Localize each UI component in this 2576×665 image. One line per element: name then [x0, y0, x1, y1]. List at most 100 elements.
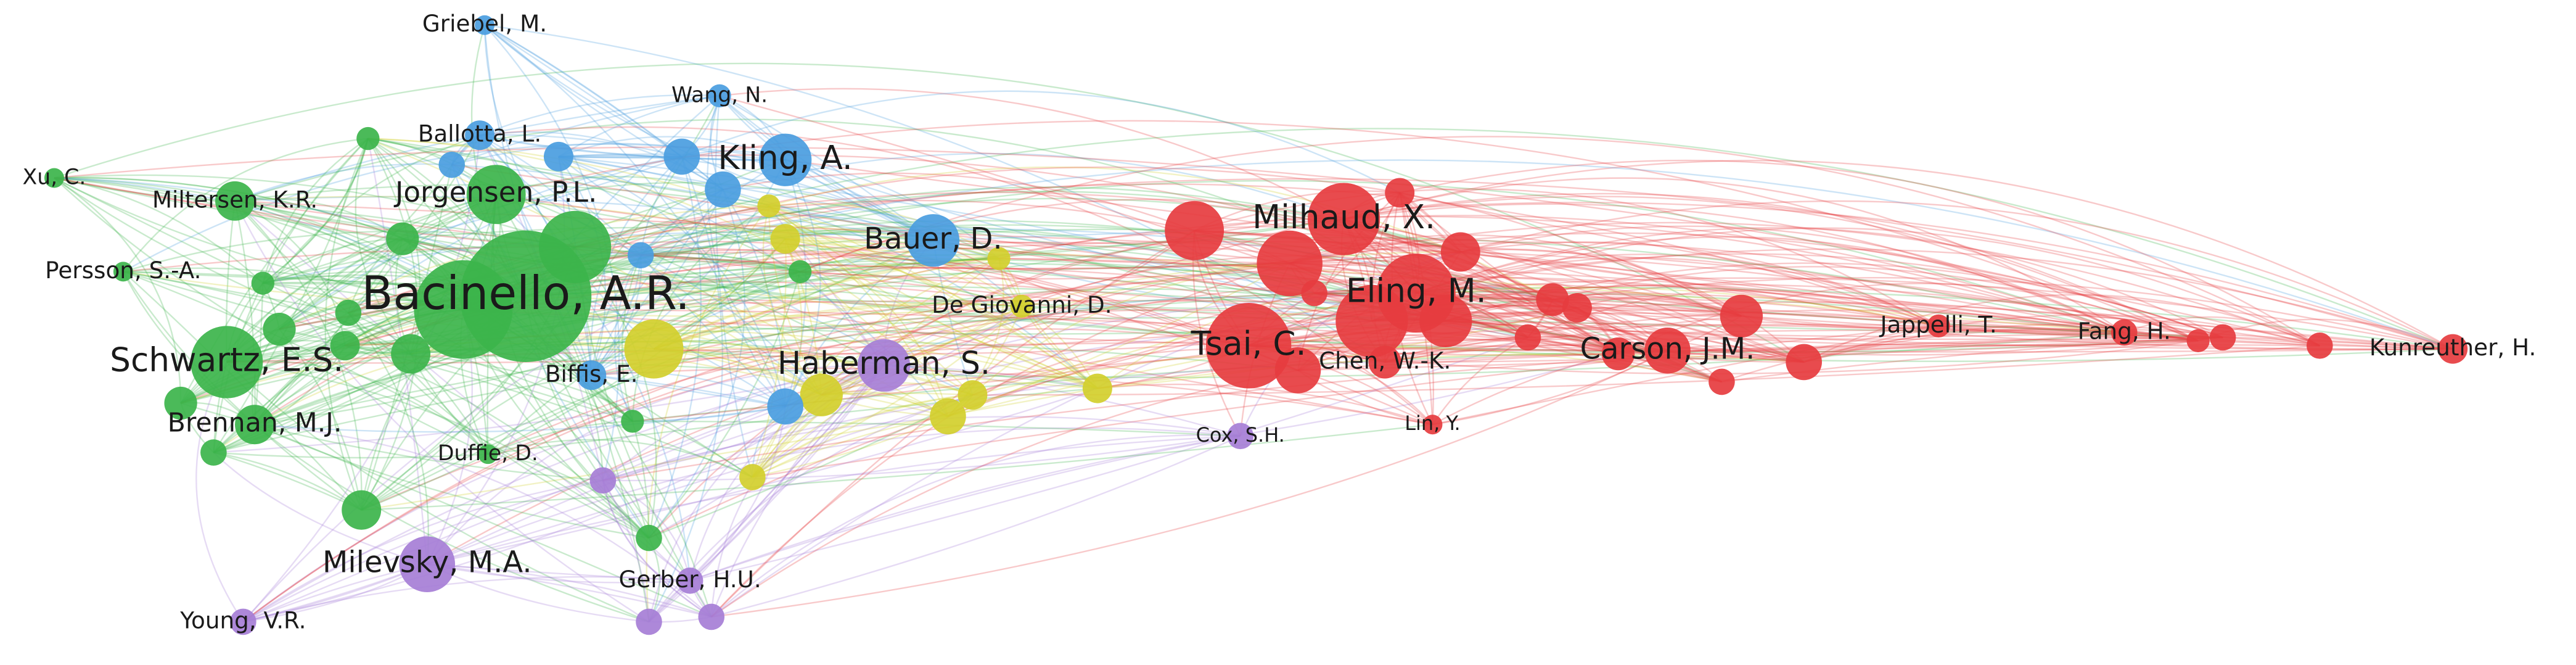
node [800, 373, 843, 416]
edge [254, 291, 2125, 426]
edge [347, 312, 650, 539]
edge [234, 134, 480, 202]
edge [1460, 249, 1805, 363]
edge [723, 152, 1345, 220]
edge [427, 394, 973, 565]
edge [427, 563, 712, 618]
edge [689, 365, 884, 581]
node-label: Cox, S.H. [1196, 423, 1285, 447]
edge [1416, 292, 1804, 363]
edge [591, 255, 642, 376]
edge [575, 246, 822, 396]
edge [1097, 383, 1433, 426]
node [2307, 332, 2333, 359]
edge [254, 166, 1400, 426]
edge [1343, 218, 1742, 317]
edge [768, 205, 1098, 389]
node [1708, 368, 1735, 395]
edge [427, 563, 691, 584]
edge [574, 246, 657, 539]
edge [123, 271, 349, 314]
node [478, 444, 498, 465]
node-label: Carson, J.M. [1580, 331, 1755, 366]
node [330, 331, 360, 361]
node [1562, 293, 1592, 323]
edge [1741, 315, 2453, 350]
edge [1416, 283, 1742, 317]
edge [242, 309, 1372, 622]
node-label: Miltersen, K.R. [152, 186, 318, 213]
edge [631, 421, 650, 539]
edge [654, 239, 933, 350]
edge [785, 238, 1022, 307]
edge [54, 177, 633, 422]
node-label: Biffis, E. [545, 360, 638, 387]
node [1927, 314, 1950, 337]
edge [451, 164, 933, 241]
edge [752, 239, 787, 477]
edge [752, 305, 1023, 478]
node [1335, 284, 1408, 357]
node-label: Milhaud, X. [1252, 198, 1435, 236]
edge [279, 328, 363, 510]
edge [123, 271, 633, 423]
edge [345, 345, 650, 539]
edge [785, 238, 949, 417]
edge [948, 263, 1290, 418]
edge [1445, 297, 1742, 322]
edge [180, 345, 346, 404]
edge [1416, 253, 2223, 339]
edge [681, 90, 1400, 194]
edge [785, 159, 999, 260]
node-label: Bauer, D. [864, 221, 1003, 256]
edge [1097, 353, 1804, 389]
edge [54, 146, 2320, 347]
edge [213, 345, 346, 453]
labels: Griebel, M. Wang, N. Ballotta, L. Kling, A.… [22, 10, 2536, 634]
edge [1445, 312, 1668, 352]
edge [800, 251, 1461, 280]
edge [122, 271, 255, 426]
edge [479, 134, 641, 256]
edge [361, 424, 1433, 511]
edge [1399, 192, 1619, 355]
node-label: Ballotta, L. [418, 120, 541, 147]
node [230, 608, 256, 635]
edge [614, 255, 642, 422]
edge [722, 189, 786, 407]
edge [479, 94, 720, 136]
edge [488, 453, 650, 539]
edge [123, 271, 650, 539]
node [1720, 294, 1763, 337]
edge [641, 251, 1461, 270]
edge [1021, 305, 1098, 389]
edge [654, 348, 948, 417]
node [958, 380, 988, 410]
edge [1577, 307, 1722, 383]
edge [234, 200, 650, 622]
edge [1343, 215, 2125, 334]
edge [689, 336, 1528, 582]
node-label: Schwartz, E.S. [110, 341, 343, 379]
edge [768, 205, 1022, 307]
edge [575, 128, 2453, 350]
edge [558, 155, 723, 191]
edge [785, 159, 2125, 334]
edge [719, 95, 1446, 322]
edge [1097, 349, 1804, 389]
edge [213, 452, 428, 565]
edge [1249, 336, 2223, 352]
node-label: Haberman, S. [777, 345, 990, 381]
edge [972, 292, 1315, 396]
edge [723, 189, 1098, 389]
edge [1741, 315, 2453, 350]
edge [262, 138, 369, 284]
edge [402, 155, 683, 240]
edge [654, 215, 2125, 350]
node [930, 398, 966, 435]
edge [654, 347, 973, 396]
edge [355, 138, 412, 355]
edge [558, 136, 786, 161]
edge [463, 308, 1804, 363]
